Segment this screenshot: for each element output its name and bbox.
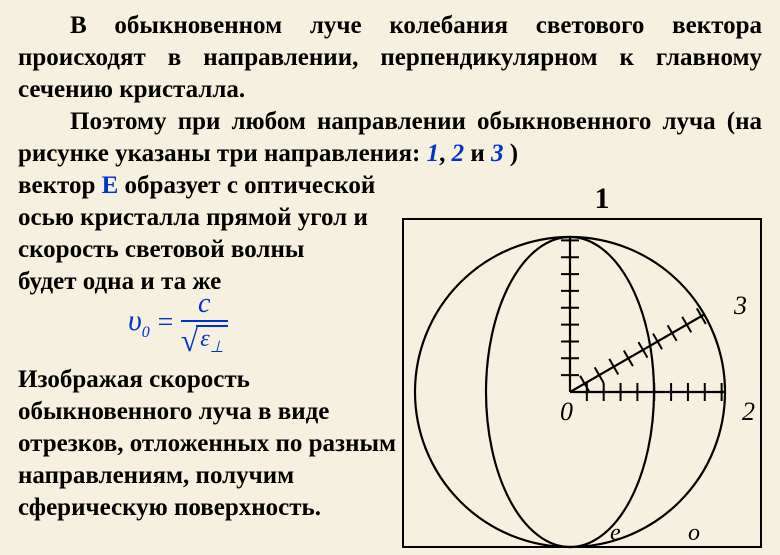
formula-denom: √ε⊥ bbox=[181, 322, 228, 356]
ray-number-3: 3 bbox=[491, 140, 504, 167]
comma1: , bbox=[439, 140, 452, 167]
para3-c: отрезков, отложенных по разным bbox=[18, 428, 418, 460]
svg-text:o: o bbox=[688, 520, 700, 546]
svg-text:3: 3 bbox=[733, 291, 747, 320]
svg-text:0: 0 bbox=[560, 397, 573, 426]
formula-c: c bbox=[188, 290, 220, 320]
svg-text:2: 2 bbox=[742, 397, 755, 426]
formula-eq: = bbox=[156, 307, 175, 339]
paragraph-2-line1: Поэтому при любом направлении обыкновенн… bbox=[18, 106, 762, 170]
vector-e: E bbox=[102, 172, 119, 199]
paragraph-1: В обыкновенном луче колебания светового … bbox=[18, 10, 762, 106]
line-speed: скорость световой волны bbox=[18, 234, 398, 266]
p2-tail1: вектор bbox=[18, 172, 102, 199]
formula-v: υ0 bbox=[128, 304, 150, 342]
and-word: и bbox=[464, 140, 491, 167]
para3-a: Изображая скорость bbox=[18, 364, 398, 396]
para3-e: сферическую поверхность. bbox=[18, 492, 398, 524]
sphere-diagram: 0 2 3 e o bbox=[404, 220, 764, 550]
ray-number-1: 1 bbox=[427, 140, 440, 167]
line-axis: осью кристалла прямой угол и bbox=[18, 202, 398, 234]
p2-text: Поэтому при любом направлении обыкновенн… bbox=[18, 108, 762, 167]
ray-number-2: 2 bbox=[452, 140, 465, 167]
para3-b: обыкновенного луча в виде bbox=[18, 396, 398, 428]
para3-d: направлениям, получим bbox=[18, 460, 398, 492]
svg-text:e: e bbox=[610, 520, 621, 546]
figure-frame: 0 2 3 e o bbox=[402, 218, 762, 548]
formula-fraction: c √ε⊥ bbox=[181, 290, 228, 356]
close-paren: ) bbox=[504, 140, 519, 167]
p2-tail2: образует с оптической bbox=[118, 172, 375, 199]
figure-label: 1 bbox=[442, 182, 762, 216]
figure-1: 1 0 2 3 e o bbox=[402, 182, 762, 548]
